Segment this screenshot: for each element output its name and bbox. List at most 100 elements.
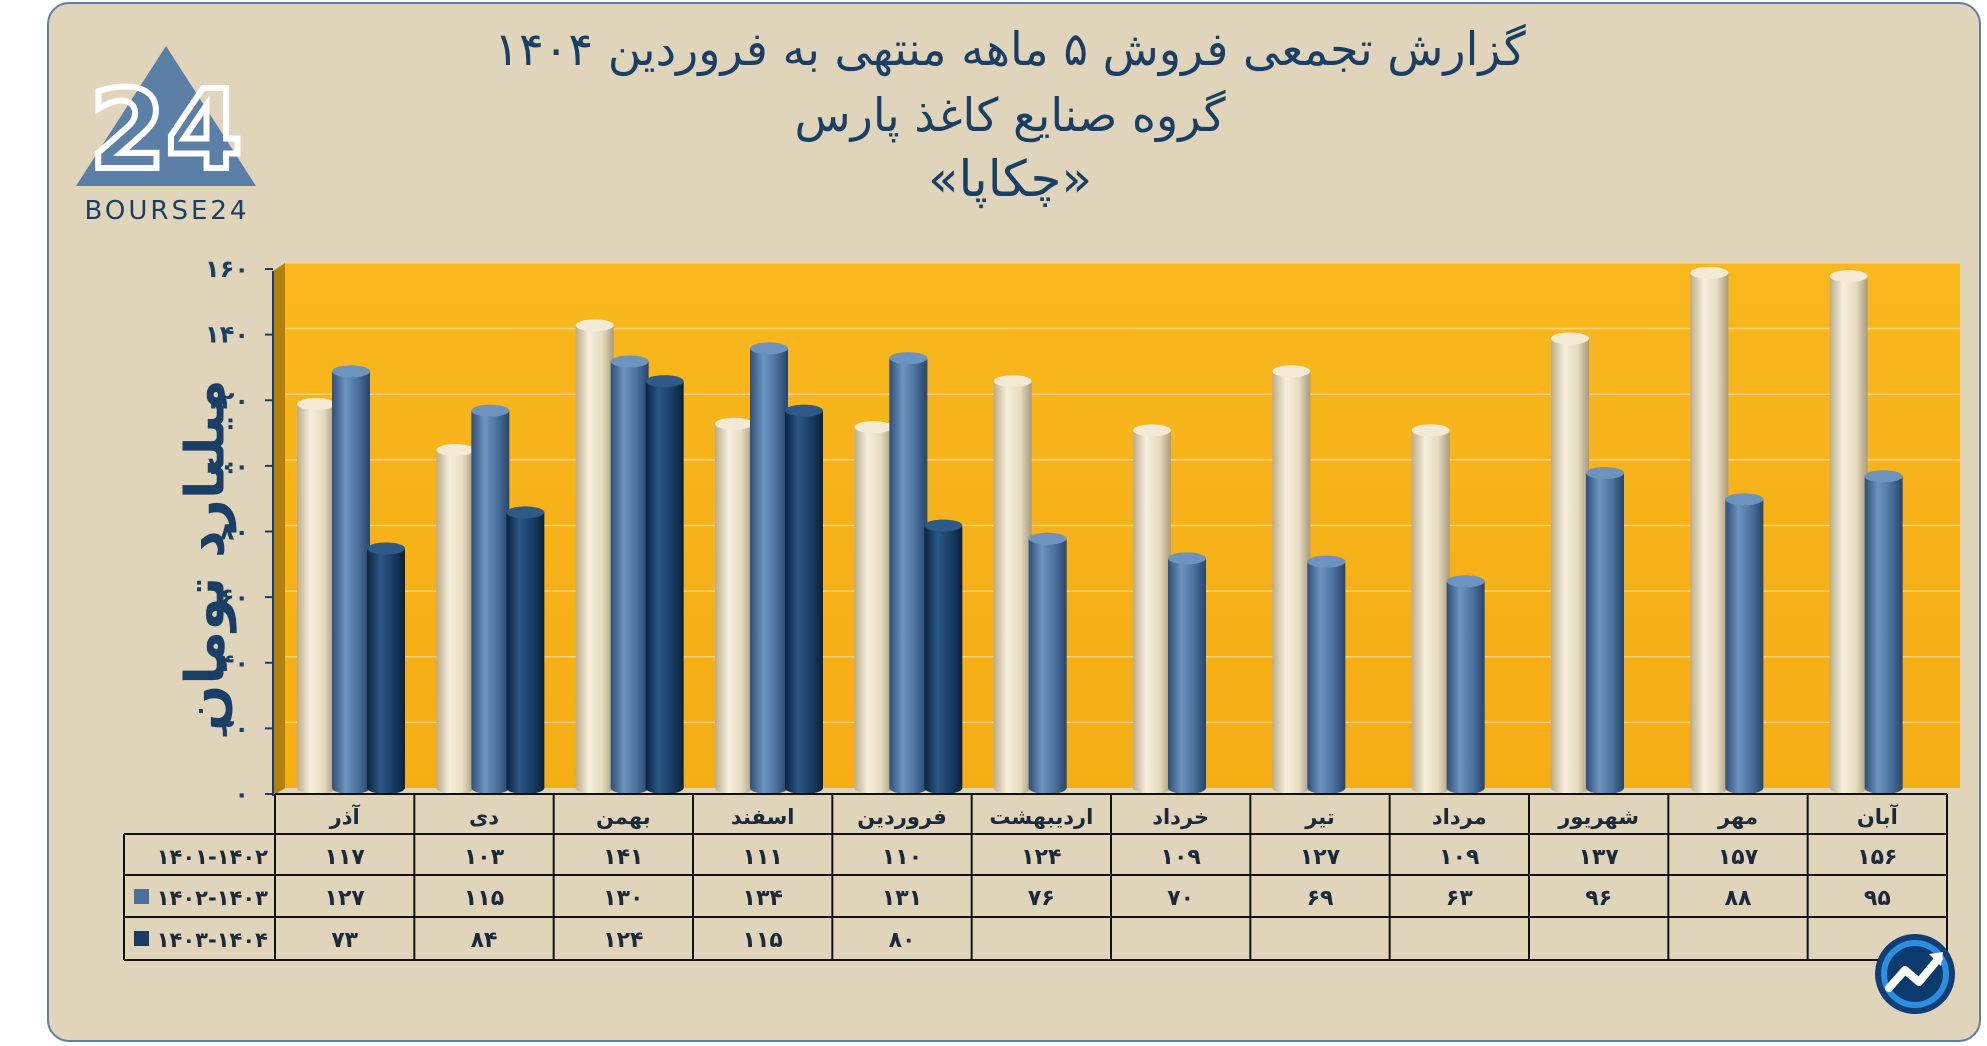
- bar-body: [715, 423, 753, 788]
- bar-cap: [715, 417, 753, 430]
- bar-base: [715, 782, 753, 794]
- bar-base: [332, 782, 370, 794]
- bar-body: [610, 361, 649, 788]
- bar-cap: [506, 506, 545, 519]
- bar-base: [1272, 782, 1311, 794]
- data-label: ۷۳: [331, 928, 358, 953]
- x-tick-label: اسفند: [731, 805, 795, 829]
- bar-base: [1864, 782, 1903, 794]
- bar: [575, 319, 614, 794]
- bar-body: [506, 512, 545, 788]
- bar-base: [471, 782, 510, 794]
- bar-base: [436, 782, 475, 794]
- bar-cap: [610, 355, 649, 368]
- data-label: ۸۴: [471, 928, 498, 953]
- bar: [1551, 332, 1589, 794]
- legend-entry: ۱۴۰۲-۱۴۰۳: [157, 886, 268, 910]
- data-label: ۱۳۴: [743, 886, 783, 911]
- data-label: ۱۲۴: [1021, 845, 1061, 870]
- bourse24-logo-icon: 24: [76, 46, 256, 197]
- legend-swatch: [134, 931, 149, 946]
- bar: [1028, 532, 1067, 794]
- data-label: ۱۵۶: [1857, 845, 1897, 870]
- bar-body: [993, 381, 1032, 788]
- x-tick-label: آذر: [329, 804, 361, 829]
- bar-body: [332, 371, 370, 788]
- bar-base: [575, 782, 614, 794]
- bar-body: [575, 325, 614, 788]
- bar: [1725, 493, 1764, 794]
- data-label: ۷۶: [1028, 886, 1055, 911]
- bar-cap: [1725, 493, 1764, 506]
- bar-base: [1168, 782, 1206, 794]
- bar-cap: [645, 375, 684, 388]
- y-tick-label: ۴۰: [220, 649, 249, 677]
- bar-base: [785, 782, 823, 794]
- data-label: ۱۱۵: [743, 928, 783, 953]
- bar: [993, 375, 1032, 794]
- bar-body: [1446, 581, 1485, 788]
- bar-base: [750, 782, 788, 794]
- bar-cap: [1411, 424, 1450, 437]
- bar-body: [750, 348, 788, 788]
- bar-base: [610, 782, 649, 794]
- data-label: ۱۲۴: [603, 928, 643, 953]
- bar-body: [1690, 272, 1729, 788]
- company-symbol: «چکاپا»: [927, 150, 1093, 208]
- y-tick-label: ۱۴۰: [205, 321, 249, 349]
- bar: [645, 375, 684, 794]
- legend-swatch: [134, 889, 149, 904]
- legend-entry: ۱۴۰۱-۱۴۰۲: [157, 845, 268, 869]
- bar-cap: [1272, 365, 1311, 378]
- x-tick-label: اردیبهشت: [989, 805, 1093, 829]
- logo-mark: 24: [89, 66, 242, 194]
- data-label: ۹۵: [1864, 886, 1891, 911]
- data-label: ۱۲۷: [325, 886, 366, 911]
- bar-body: [1133, 430, 1171, 788]
- y-tick-label: ۶۰: [220, 583, 249, 611]
- bar-body: [297, 404, 335, 788]
- plot-side-wall: [273, 263, 285, 796]
- bar-cap: [575, 319, 614, 332]
- chart-title: گزارش تجمعی فروش ۵ ماهه منتهی به فروردین…: [494, 22, 1526, 76]
- bar-cap: [297, 398, 335, 411]
- bar-cap: [332, 365, 370, 378]
- data-label: ۱۰۳: [464, 845, 505, 870]
- bar: [1446, 575, 1485, 794]
- data-label: ۱۱۱: [743, 845, 783, 870]
- bar: [1307, 555, 1346, 794]
- bar-cap: [785, 404, 823, 417]
- bar-body: [367, 548, 405, 788]
- bar-cap: [1829, 270, 1868, 283]
- bar-cap: [1133, 424, 1171, 437]
- bar-body: [1411, 430, 1450, 788]
- bar-base: [1411, 782, 1450, 794]
- bar-body: [471, 410, 510, 788]
- y-tick-label: ۲۰: [220, 714, 249, 742]
- data-label: ۸۰: [889, 928, 916, 953]
- bar-body: [436, 450, 475, 788]
- bar-cap: [1551, 332, 1589, 345]
- data-label: ۱۱۰: [882, 845, 922, 870]
- bar-cap: [471, 404, 510, 417]
- data-label: ۱۵۷: [1718, 845, 1759, 870]
- bar-base: [367, 782, 405, 794]
- bar-base: [1725, 782, 1764, 794]
- bar: [332, 365, 370, 794]
- bar-body: [1168, 558, 1206, 788]
- bar-base: [1690, 782, 1729, 794]
- bar-body: [1586, 473, 1624, 788]
- bar-cap: [924, 519, 963, 532]
- bar-body: [1551, 338, 1589, 788]
- bar: [610, 355, 649, 794]
- chart-subtitle: گروه صنایع کاغذ پارس: [794, 88, 1226, 142]
- bar-base: [993, 782, 1032, 794]
- bar-body: [924, 525, 963, 788]
- x-tick-label: مهر: [1717, 805, 1758, 829]
- bar-cap: [1168, 552, 1206, 565]
- bar-base: [1028, 782, 1067, 794]
- bar-body: [1864, 476, 1903, 788]
- logo-text: BOURSE24: [84, 196, 250, 226]
- x-tick-label: شهریور: [1557, 805, 1639, 829]
